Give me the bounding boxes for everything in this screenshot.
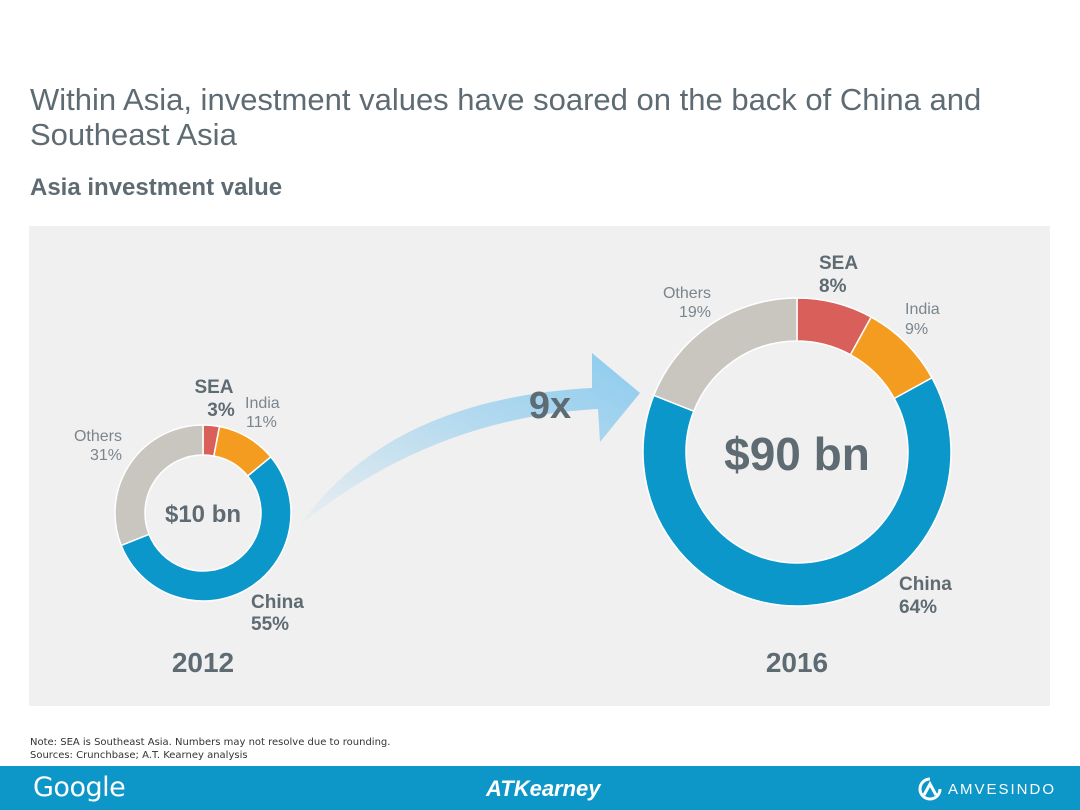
chart-panel bbox=[29, 226, 1050, 706]
slice-name-china-2016: China bbox=[899, 574, 952, 595]
year-label-2012: 2012 bbox=[172, 647, 234, 678]
slice-others-2012 bbox=[114, 424, 204, 547]
slice-value-india-2012: 11% bbox=[246, 414, 277, 431]
donut-2016 bbox=[642, 297, 952, 607]
slice-value-sea-2012: 3% bbox=[207, 400, 235, 421]
slice-name-sea-2012: SEA bbox=[194, 377, 233, 398]
page-title: Within Asia, investment values have soar… bbox=[30, 82, 982, 152]
amvesindo-logo: AMVESINDO bbox=[918, 776, 1056, 802]
slice-name-others-2016: Others bbox=[663, 285, 711, 302]
slice-others-2016 bbox=[652, 297, 798, 413]
slice-china-2012 bbox=[120, 455, 292, 602]
slice-value-china-2012: 55% bbox=[251, 614, 289, 635]
slice-value-sea-2016: 8% bbox=[819, 276, 847, 297]
slice-value-india-2016: 9% bbox=[905, 321, 928, 338]
slice-china-2016 bbox=[642, 376, 952, 607]
center-label-2016: $90 bn bbox=[724, 428, 870, 480]
slice-name-india-2012: India bbox=[245, 395, 280, 412]
atkearney-logo: ATKearney bbox=[486, 776, 601, 801]
multiplier-label: 9x bbox=[529, 385, 571, 427]
chart-subtitle: Asia investment value bbox=[30, 174, 283, 201]
center-label-2012: $10 bn bbox=[165, 501, 241, 528]
amvesindo-logo-icon bbox=[918, 777, 942, 801]
year-label-2016: 2016 bbox=[766, 647, 828, 678]
footer-bar: Google ATKearney AMVESINDO bbox=[0, 766, 1080, 810]
slice-name-others-2012: Others bbox=[74, 428, 122, 445]
slice-name-sea-2016: SEA bbox=[819, 253, 858, 274]
slice-value-others-2012: 31% bbox=[90, 447, 122, 464]
donut-charts: 9x $10 bn $90 bn 2012 2016 SEA 3% India … bbox=[74, 253, 952, 678]
growth-arrow bbox=[300, 353, 640, 525]
slice-name-china-2012: China bbox=[251, 592, 304, 613]
slice-value-china-2016: 64% bbox=[899, 597, 937, 618]
note-text: Note: SEA is Southeast Asia. Numbers may… bbox=[30, 737, 391, 748]
google-logo: Google bbox=[33, 772, 126, 803]
footnote: Note: SEA is Southeast Asia. Numbers may… bbox=[30, 736, 390, 762]
slice-value-others-2016: 19% bbox=[679, 304, 711, 321]
amvesindo-wordmark: AMVESINDO bbox=[948, 780, 1057, 798]
slice-name-india-2016: India bbox=[905, 301, 940, 318]
donut-2012 bbox=[114, 424, 292, 602]
sources-text: Sources: Crunchbase; A.T. Kearney analys… bbox=[30, 750, 248, 761]
